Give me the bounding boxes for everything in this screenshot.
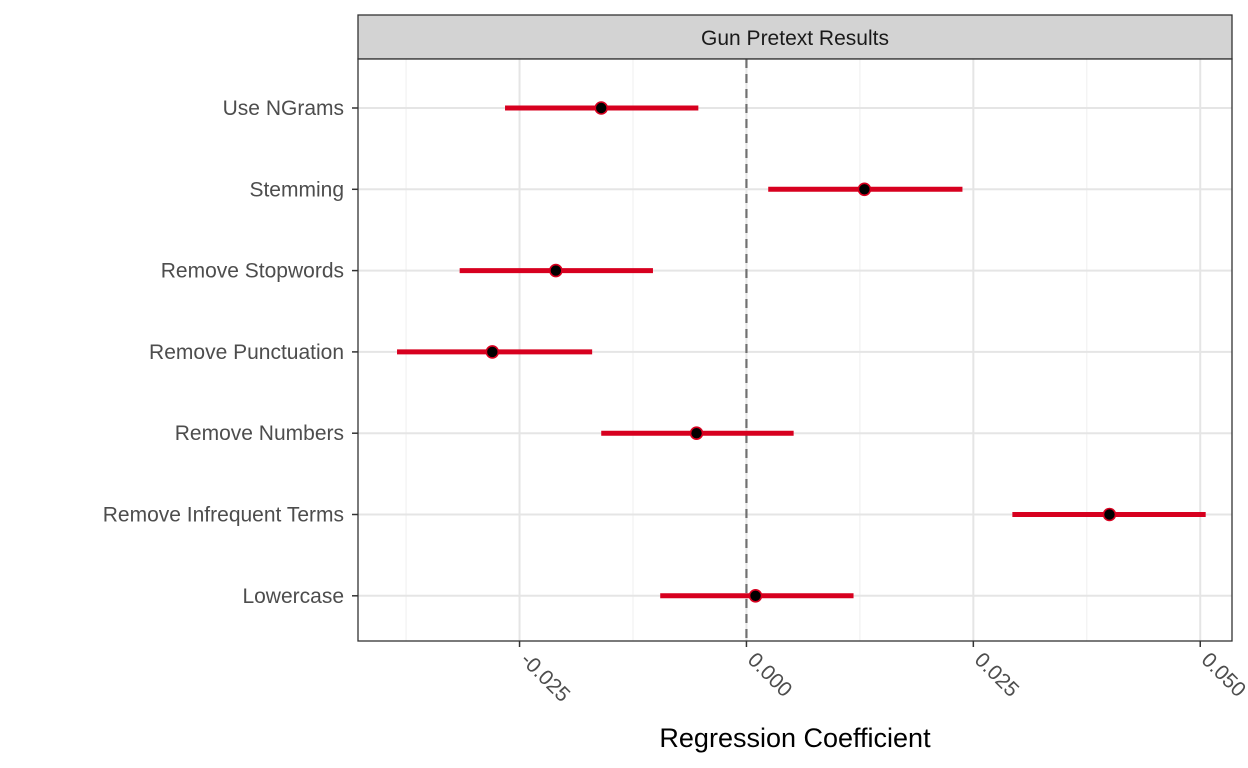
point-estimates [485,101,1117,603]
y-tick-label: Use NGrams [223,97,344,120]
y-tick-label: Remove Punctuation [149,341,344,364]
point-estimate [594,101,609,115]
point-estimate [748,588,763,603]
y-tick-label: Remove Numbers [175,422,344,445]
point-estimate [689,426,704,441]
x-axis: -0.025 0.000 0.025 0.050 [516,641,1248,707]
point-estimate [1102,507,1117,522]
plot-panel-border [357,58,1233,642]
x-tick-label: 0.025 [970,648,1023,701]
facet-strip-label: Gun Pretext Results [701,27,889,50]
point-estimate [485,345,500,359]
point-estimate [857,182,872,197]
x-tick-label: -0.025 [516,648,574,706]
point-estimate [549,263,563,278]
facet-strip-background [357,14,1233,60]
y-tick-label: Remove Infrequent Terms [103,504,344,527]
x-tick-label: 0.000 [743,648,796,701]
y-tick-label: Lowercase [242,585,344,608]
x-tick-label: 0.050 [1197,648,1248,701]
y-tick-label: Remove Stopwords [161,260,344,283]
x-axis-title: Regression Coefficient [659,723,931,753]
y-tick-label: Stemming [249,178,344,201]
y-axis: Use NGrams Stemming Remove Stopwords Remove… [103,97,358,608]
